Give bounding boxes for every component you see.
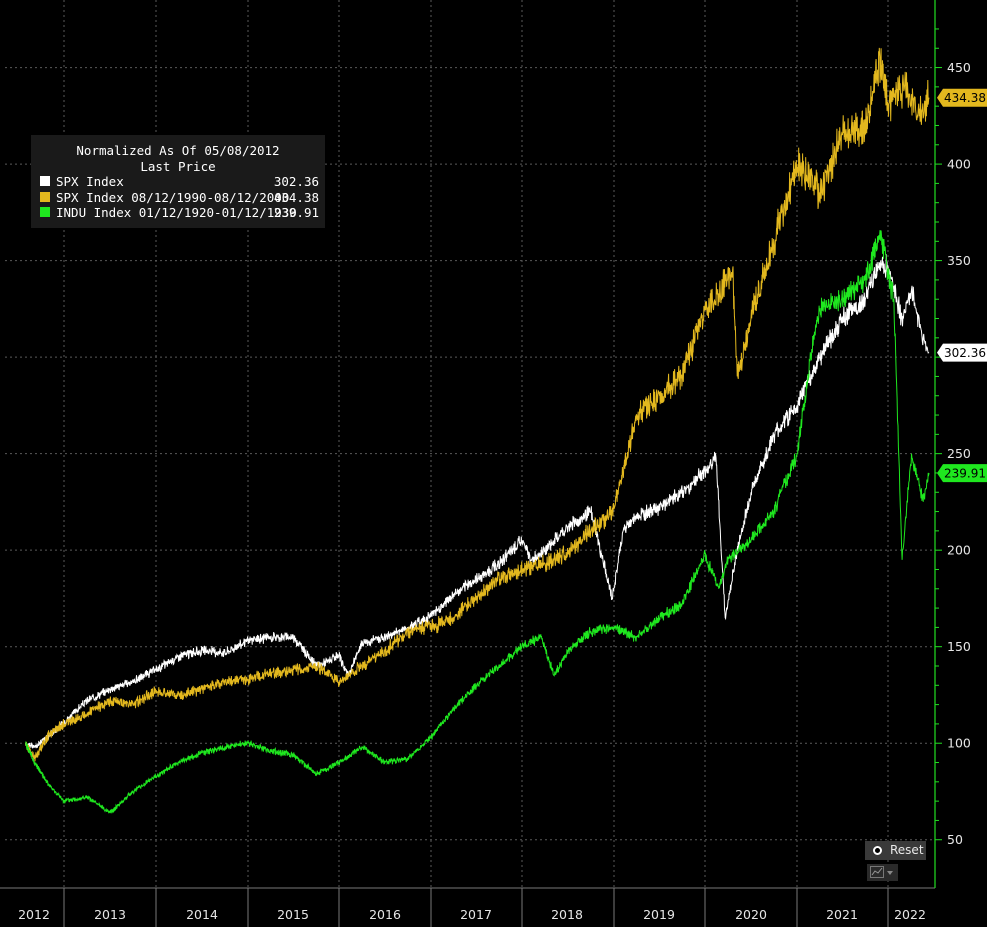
y-axis: 50100150200250300350400450 — [934, 0, 971, 888]
x-tick-label: 2015 — [277, 907, 309, 922]
x-tick-label: 2019 — [643, 907, 675, 922]
legend-value-indu-1920: 239.91 — [273, 205, 319, 220]
legend-name-indu-1920: INDU Index 01/12/1920-01/12/1930 — [56, 205, 297, 220]
series-line-2 — [25, 230, 930, 814]
x-axis: 2012 2013 2014 2015 2016 2017 2018 2019 2020 2021… — [0, 887, 935, 927]
last-value-label: 239.91 — [944, 467, 986, 481]
last-value-badge-bg — [937, 464, 987, 483]
legend-name-spx: SPX Index — [56, 174, 124, 189]
y-tick-label: 150 — [947, 639, 971, 654]
legend-swatch-spx — [40, 176, 50, 186]
x-tick-label: 2014 — [186, 907, 218, 922]
y-tick-label: 200 — [947, 543, 971, 558]
y-tick-label: 350 — [947, 253, 971, 268]
series-line-1 — [25, 47, 930, 762]
x-tick-label: 2022 — [894, 907, 926, 922]
reset-button[interactable]: Reset — [865, 841, 926, 860]
x-tick-label: 2021 — [826, 907, 858, 922]
legend-title: Normalized As Of 05/08/2012 — [76, 143, 280, 158]
y-tick-label: 100 — [947, 736, 971, 751]
last-value-badge-bg — [937, 88, 987, 107]
reset-label: Reset — [890, 843, 924, 857]
last-value-label: 302.36 — [944, 346, 986, 360]
grid-layer — [5, 0, 935, 888]
reset-icon — [873, 846, 882, 855]
y-tick-label: 400 — [947, 157, 971, 172]
last-value-badge-bg — [937, 343, 987, 362]
legend-swatch-spx-1990 — [40, 191, 50, 202]
legend-swatch-indu-1920 — [40, 207, 50, 217]
x-tick-label: 2012 — [18, 907, 50, 922]
x-tick-label: 2017 — [460, 907, 492, 922]
last-value-badge-1: 434.38 — [937, 88, 987, 107]
y-tick-label: 450 — [947, 60, 971, 75]
x-tick-label: 2018 — [551, 907, 583, 922]
last-value-badge-0: 302.36 — [937, 343, 987, 362]
series-layer — [25, 47, 930, 814]
chart-type-icon — [870, 866, 893, 878]
legend-value-spx-1990: 434.38 — [273, 189, 319, 205]
last-value-label: 434.38 — [944, 91, 986, 105]
last-value-badge-2: 239.91 — [937, 464, 987, 483]
chart-type-button[interactable] — [867, 864, 898, 881]
x-tick-label: 2020 — [735, 907, 767, 922]
last-value-badges: 302.36 434.38 239.91 — [937, 88, 987, 483]
legend-row-spx: SPX Index 302.36 — [31, 174, 325, 190]
series-line-0 — [25, 254, 930, 749]
legend-row-spx-1990: SPX Index 08/12/1990-08/12/2000 434.38 — [31, 190, 325, 206]
y-tick-label: 50 — [947, 832, 963, 847]
x-tick-label: 2016 — [369, 907, 401, 922]
x-tick-label: 2013 — [94, 907, 126, 922]
legend-value-spx: 302.36 — [273, 174, 319, 189]
legend-name-spx-1990: SPX Index 08/12/1990-08/12/2000 — [56, 189, 290, 205]
legend-subtitle: Last Price — [140, 158, 216, 174]
legend-row-indu-1920: INDU Index 01/12/1920-01/12/1930 239.91 — [31, 205, 325, 221]
legend: Normalized As Of 05/08/2012 Last Price S… — [31, 135, 325, 228]
y-tick-label: 250 — [947, 446, 971, 461]
